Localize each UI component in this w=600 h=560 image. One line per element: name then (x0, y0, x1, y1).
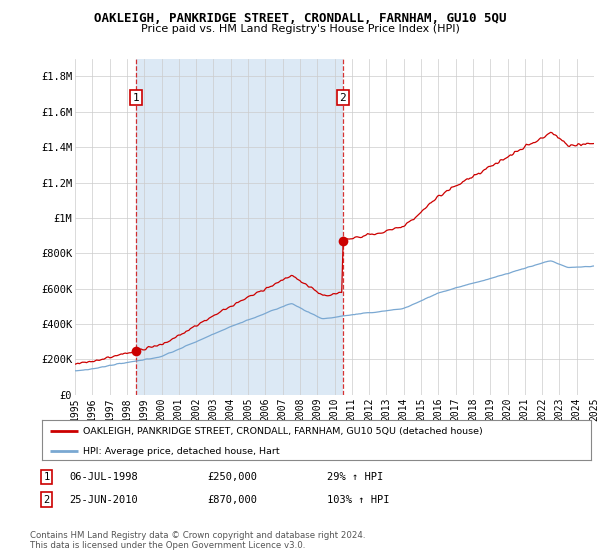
Text: 1: 1 (133, 93, 139, 102)
Text: 2: 2 (44, 494, 50, 505)
Text: 29% ↑ HPI: 29% ↑ HPI (327, 472, 383, 482)
Text: 103% ↑ HPI: 103% ↑ HPI (327, 494, 389, 505)
Text: OAKLEIGH, PANKRIDGE STREET, CRONDALL, FARNHAM, GU10 5QU (detached house): OAKLEIGH, PANKRIDGE STREET, CRONDALL, FA… (83, 427, 483, 436)
Text: 1: 1 (44, 472, 50, 482)
Text: 06-JUL-1998: 06-JUL-1998 (69, 472, 138, 482)
Text: 25-JUN-2010: 25-JUN-2010 (69, 494, 138, 505)
Text: Contains HM Land Registry data © Crown copyright and database right 2024.
This d: Contains HM Land Registry data © Crown c… (30, 531, 365, 550)
Text: OAKLEIGH, PANKRIDGE STREET, CRONDALL, FARNHAM, GU10 5QU: OAKLEIGH, PANKRIDGE STREET, CRONDALL, FA… (94, 12, 506, 25)
Text: £870,000: £870,000 (207, 494, 257, 505)
Text: £250,000: £250,000 (207, 472, 257, 482)
Text: 2: 2 (340, 93, 346, 102)
Text: Price paid vs. HM Land Registry's House Price Index (HPI): Price paid vs. HM Land Registry's House … (140, 24, 460, 34)
Bar (136, 59, 343, 395)
Text: HPI: Average price, detached house, Hart: HPI: Average price, detached house, Hart (83, 447, 280, 456)
